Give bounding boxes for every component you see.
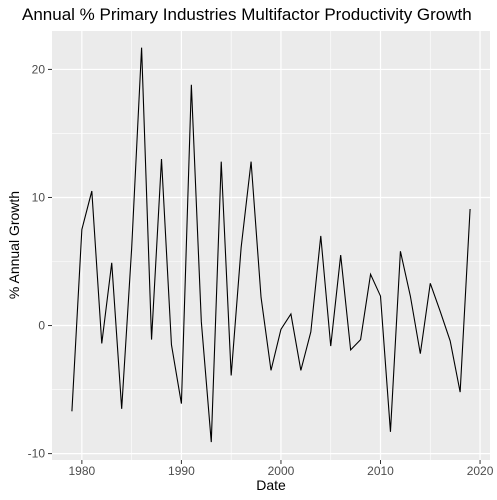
x-tick-label: 1990 (168, 464, 195, 478)
x-axis-label: Date (256, 477, 286, 493)
y-tick-label: 10 (32, 190, 46, 204)
x-tick-label: 1980 (69, 464, 96, 478)
x-tick-label: 2000 (268, 464, 295, 478)
x-tick-label: 2020 (467, 464, 494, 478)
x-tick-label: 2010 (367, 464, 394, 478)
y-axis-label: % Annual Growth (6, 191, 22, 299)
y-tick-label: 20 (32, 62, 46, 76)
y-tick-label: -10 (28, 447, 46, 461)
y-tick-label: 0 (38, 319, 45, 333)
chart-title: Annual % Primary Industries Multifactor … (22, 5, 472, 24)
plot-panel (52, 31, 490, 460)
series-line (71, 47, 471, 443)
